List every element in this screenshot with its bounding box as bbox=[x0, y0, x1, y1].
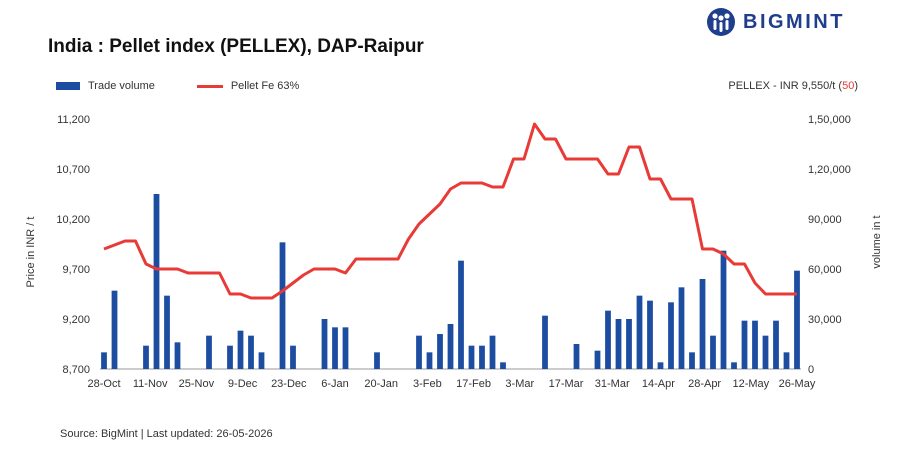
legend-swatch-bar bbox=[56, 82, 80, 90]
volume-bar bbox=[342, 327, 349, 369]
chart-title: India : Pellet index (PELLEX), DAP-Raipu… bbox=[48, 36, 424, 57]
y-tick-left: 9,700 bbox=[62, 264, 90, 276]
legend-item-pellet-fe: Pellet Fe 63% bbox=[196, 80, 300, 92]
volume-bar bbox=[542, 315, 548, 369]
volume-bar bbox=[458, 260, 464, 369]
chart-legend: Trade volume Pellet Fe 63% bbox=[56, 80, 341, 92]
volume-bar bbox=[605, 310, 611, 369]
volume-bar bbox=[479, 345, 485, 369]
volume-bar bbox=[794, 270, 800, 369]
legend-swatch-line bbox=[196, 84, 223, 88]
volume-bar bbox=[783, 352, 790, 369]
volume-bar bbox=[626, 319, 632, 369]
volume-bar bbox=[416, 335, 422, 369]
volume-bar bbox=[689, 352, 695, 369]
volume-bar bbox=[332, 327, 338, 369]
volume-bar bbox=[290, 345, 296, 369]
volume-bar bbox=[227, 345, 233, 369]
volume-bar bbox=[731, 362, 737, 369]
x-tick-label: 17-Feb bbox=[456, 378, 491, 390]
x-tick-label: 14-Apr bbox=[642, 378, 675, 390]
brand-name: BIGMINT bbox=[743, 10, 845, 33]
x-tick-label: 23-Dec bbox=[271, 378, 307, 390]
bigmint-people-icon bbox=[707, 8, 735, 36]
x-tick-label: 20-Jan bbox=[364, 378, 398, 390]
volume-bar bbox=[615, 319, 622, 369]
volume-bar bbox=[720, 250, 727, 369]
x-tick-label: 3-Feb bbox=[413, 378, 442, 390]
y-tick-right: 0 bbox=[808, 364, 814, 376]
volume-bar bbox=[668, 302, 674, 369]
volume-bar bbox=[143, 345, 149, 369]
volume-bar bbox=[258, 352, 265, 369]
volume-bar bbox=[500, 362, 506, 369]
y-tick-right: 1,50,000 bbox=[808, 114, 851, 126]
legend-item-trade-volume: Trade volume bbox=[56, 80, 155, 92]
volume-bar bbox=[426, 352, 433, 369]
volume-bar bbox=[153, 194, 160, 369]
volume-bar bbox=[164, 295, 170, 369]
x-tick-label: 17-Mar bbox=[549, 378, 584, 390]
volume-bar bbox=[678, 287, 685, 369]
y-tick-left: 11,200 bbox=[57, 114, 90, 126]
y-tick-right: 30,000 bbox=[808, 314, 842, 326]
volume-bar bbox=[773, 320, 779, 369]
index-change: 50 bbox=[842, 80, 855, 92]
index-note-suffix: ) bbox=[854, 80, 858, 92]
volume-bar bbox=[206, 335, 212, 369]
index-note-prefix: PELLEX - INR 9,550/t ( bbox=[728, 80, 843, 92]
x-tick-label: 3-Mar bbox=[505, 378, 534, 390]
volume-bar bbox=[489, 335, 496, 369]
volume-bar bbox=[101, 352, 107, 369]
volume-bar bbox=[174, 342, 181, 369]
source-note: Source: BigMint | Last updated: 26-05-20… bbox=[60, 428, 273, 440]
y-tick-left: 10,200 bbox=[56, 214, 90, 226]
volume-bar bbox=[741, 320, 748, 369]
brand-logo: BIGMINT bbox=[706, 5, 845, 39]
x-tick-label: 25-Nov bbox=[179, 378, 215, 390]
volume-bar bbox=[237, 330, 244, 369]
volume-bar bbox=[248, 335, 254, 369]
volume-bar bbox=[647, 300, 653, 369]
volume-bar bbox=[279, 242, 286, 369]
volume-bar bbox=[111, 290, 118, 369]
x-tick-label: 26-May bbox=[779, 378, 816, 390]
y-tick-left: 8,700 bbox=[62, 364, 90, 376]
pellet-price-line bbox=[103, 122, 797, 300]
x-tick-label: 12-May bbox=[732, 378, 769, 390]
volume-bar bbox=[374, 352, 380, 369]
volume-bar bbox=[710, 335, 716, 369]
volume-bar bbox=[468, 345, 475, 369]
volume-bar bbox=[657, 362, 664, 369]
y-tick-right: 90,000 bbox=[808, 214, 842, 226]
volume-bar bbox=[321, 319, 328, 369]
x-tick-label: 6-Jan bbox=[321, 378, 349, 390]
volume-bar bbox=[752, 320, 758, 369]
volume-bar bbox=[762, 335, 769, 369]
y-tick-left: 10,700 bbox=[56, 164, 90, 176]
x-tick-label: 28-Oct bbox=[87, 378, 120, 390]
volume-bar bbox=[699, 279, 706, 369]
y-tick-left: 9,200 bbox=[62, 314, 90, 326]
y-tick-right: 1,20,000 bbox=[808, 164, 851, 176]
y-tick-right: 60,000 bbox=[808, 264, 842, 276]
volume-bar bbox=[437, 334, 443, 369]
volume-bar bbox=[573, 344, 580, 369]
x-tick-label: 11-Nov bbox=[133, 378, 168, 390]
volume-bar bbox=[594, 350, 601, 369]
volume-bar bbox=[447, 324, 454, 369]
volume-bar bbox=[636, 295, 643, 369]
legend-label-trade-volume: Trade volume bbox=[88, 80, 155, 92]
x-tick-label: 9-Dec bbox=[228, 378, 258, 390]
index-note: PELLEX - INR 9,550/t (50) bbox=[728, 80, 858, 92]
legend-label-pellet-fe: Pellet Fe 63% bbox=[230, 80, 300, 92]
x-tick-label: 31-Mar bbox=[595, 378, 630, 390]
x-tick-label: 28-Apr bbox=[688, 378, 721, 390]
